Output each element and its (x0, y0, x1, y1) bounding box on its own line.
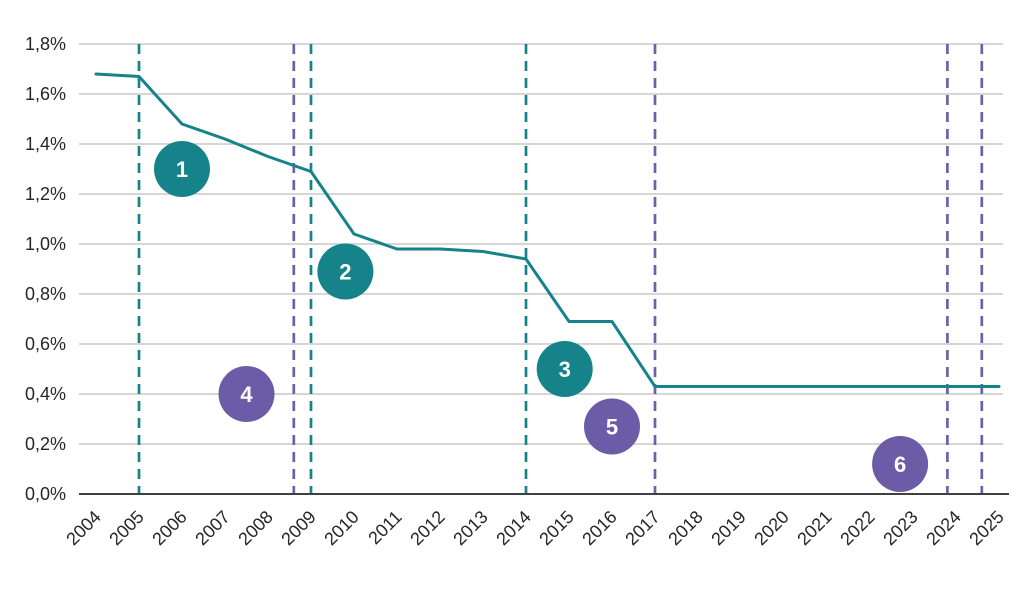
annotation-number-6: 6 (894, 452, 906, 477)
x-tick-label: 2021 (793, 507, 835, 549)
y-tick-label: 1,8% (25, 34, 66, 54)
x-tick-label: 2015 (535, 507, 577, 549)
trend-line (94, 72, 1001, 388)
annotation-marker-3 (536, 341, 593, 397)
x-tick-label: 2010 (320, 507, 362, 549)
x-tick-label: 2016 (578, 507, 620, 549)
annotation-marker-6 (872, 436, 929, 492)
annotation-number-2: 2 (339, 259, 351, 284)
annotation-number-5: 5 (606, 414, 618, 439)
y-tick-label: 1,0% (25, 234, 66, 254)
annotation-marker-2 (317, 243, 374, 300)
x-tick-label: 2014 (492, 507, 534, 549)
x-tick-label: 2007 (191, 507, 233, 549)
annotation-number-3: 3 (559, 357, 571, 382)
y-tick-label: 1,2% (25, 184, 66, 204)
x-tick-label: 2020 (750, 507, 792, 549)
y-tick-label: 0,4% (25, 384, 66, 404)
x-tick-label: 2018 (664, 507, 706, 549)
y-tick-label: 0,6% (25, 334, 66, 354)
x-tick-label: 2009 (277, 507, 319, 549)
annotation-number-1: 1 (176, 157, 188, 182)
x-tick-label: 2008 (234, 507, 276, 549)
x-tick-label: 2022 (836, 507, 878, 549)
x-tick-label: 2017 (621, 507, 663, 549)
annotation-marker-1 (154, 141, 210, 197)
x-tick-label: 2019 (707, 507, 749, 549)
x-tick-label: 2023 (879, 507, 921, 549)
annotation-number-4: 4 (240, 382, 253, 407)
y-tick-label: 0,0% (25, 484, 66, 504)
y-tick-label: 1,6% (25, 84, 66, 104)
x-tick-label: 2012 (406, 507, 448, 549)
y-tick-label: 1,4% (25, 134, 66, 154)
x-tick-label: 2025 (965, 507, 1007, 549)
x-tick-label: 2013 (449, 507, 491, 549)
annotation-marker-4 (218, 366, 275, 422)
annotation-marker-5 (584, 398, 640, 455)
x-tick-label: 2024 (922, 507, 964, 549)
x-tick-label: 2006 (148, 507, 190, 549)
y-tick-label: 0,2% (25, 434, 66, 454)
x-tick-label: 2005 (105, 507, 147, 549)
x-tick-label: 2004 (62, 507, 104, 549)
y-tick-label: 0,8% (25, 284, 66, 304)
x-tick-label: 2011 (364, 507, 406, 549)
